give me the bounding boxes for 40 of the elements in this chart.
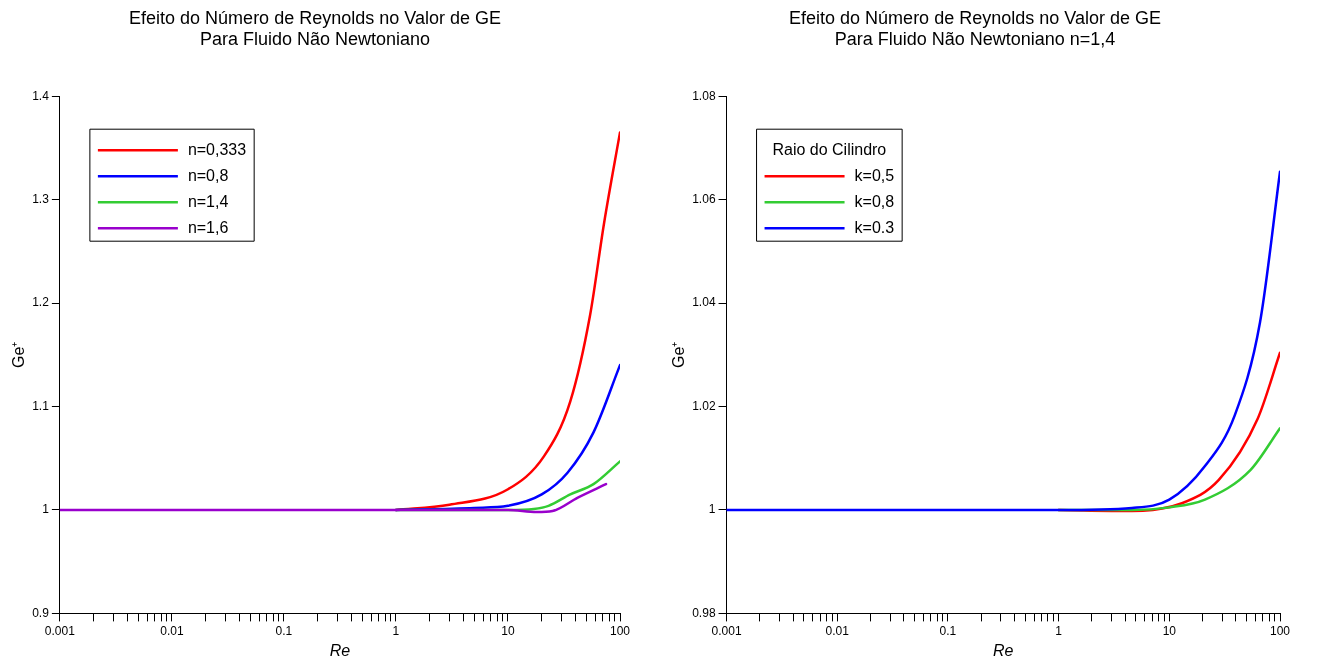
y-tick-label: 1.4: [32, 88, 50, 103]
y-tick-label: 1.08: [692, 88, 716, 103]
legend-label: n=1,6: [187, 218, 229, 236]
x-axis-title: Re: [993, 641, 1014, 659]
x-tick-label: 1: [1055, 623, 1063, 638]
y-tick-label: 0.98: [692, 605, 716, 620]
y-tick-label: 1.06: [692, 191, 716, 206]
y-tick-label: 0.9: [32, 605, 50, 620]
legend-title: Raio do Cilindro: [772, 140, 887, 158]
legend-label: k=0,5: [854, 166, 895, 184]
x-tick-label: 0.1: [939, 623, 957, 638]
legend-label: k=0.3: [854, 218, 895, 236]
y-axis-title: Ge⁺: [10, 341, 28, 368]
x-tick-label: 0.01: [825, 623, 850, 638]
legend-label: n=0,8: [187, 166, 229, 184]
y-tick-label: 1.04: [692, 295, 716, 310]
y-axis-title: Ge⁺: [670, 341, 688, 368]
y-tick-label: 1.1: [32, 398, 50, 413]
x-tick-label: 0.01: [160, 623, 184, 638]
y-tick-label: 1.2: [32, 295, 50, 310]
y-tick-label: 1.02: [692, 398, 716, 413]
x-tick-label: 10: [501, 623, 515, 638]
legend-label: n=1,4: [187, 192, 229, 210]
x-tick-label: 0.001: [44, 623, 76, 638]
x-tick-label: 0.001: [711, 623, 742, 638]
text: Efeito do Número de Reynolds no Valor de GE: [129, 7, 501, 28]
y-tick-label: 1: [42, 502, 50, 517]
y-tick-label: 1.3: [32, 191, 50, 206]
x-axis-title: Re: [329, 641, 351, 659]
x-tick-label: 0.1: [275, 623, 293, 638]
legend-label: k=0,8: [854, 192, 895, 210]
text: Para Fluido Não Newtoniano n=1,4: [834, 29, 1116, 50]
text: Para Fluido Não Newtoniano: [199, 29, 431, 50]
x-tick-label: 10: [1162, 623, 1177, 638]
x-tick-label: 100: [1269, 623, 1291, 638]
y-tick-label: 1: [708, 502, 716, 517]
text: Efeito do Número de Reynolds no Valor de GE: [789, 7, 1161, 28]
x-tick-label: 100: [609, 623, 631, 638]
legend-label: n=0,333: [187, 140, 247, 158]
x-tick-label: 1: [392, 623, 400, 638]
